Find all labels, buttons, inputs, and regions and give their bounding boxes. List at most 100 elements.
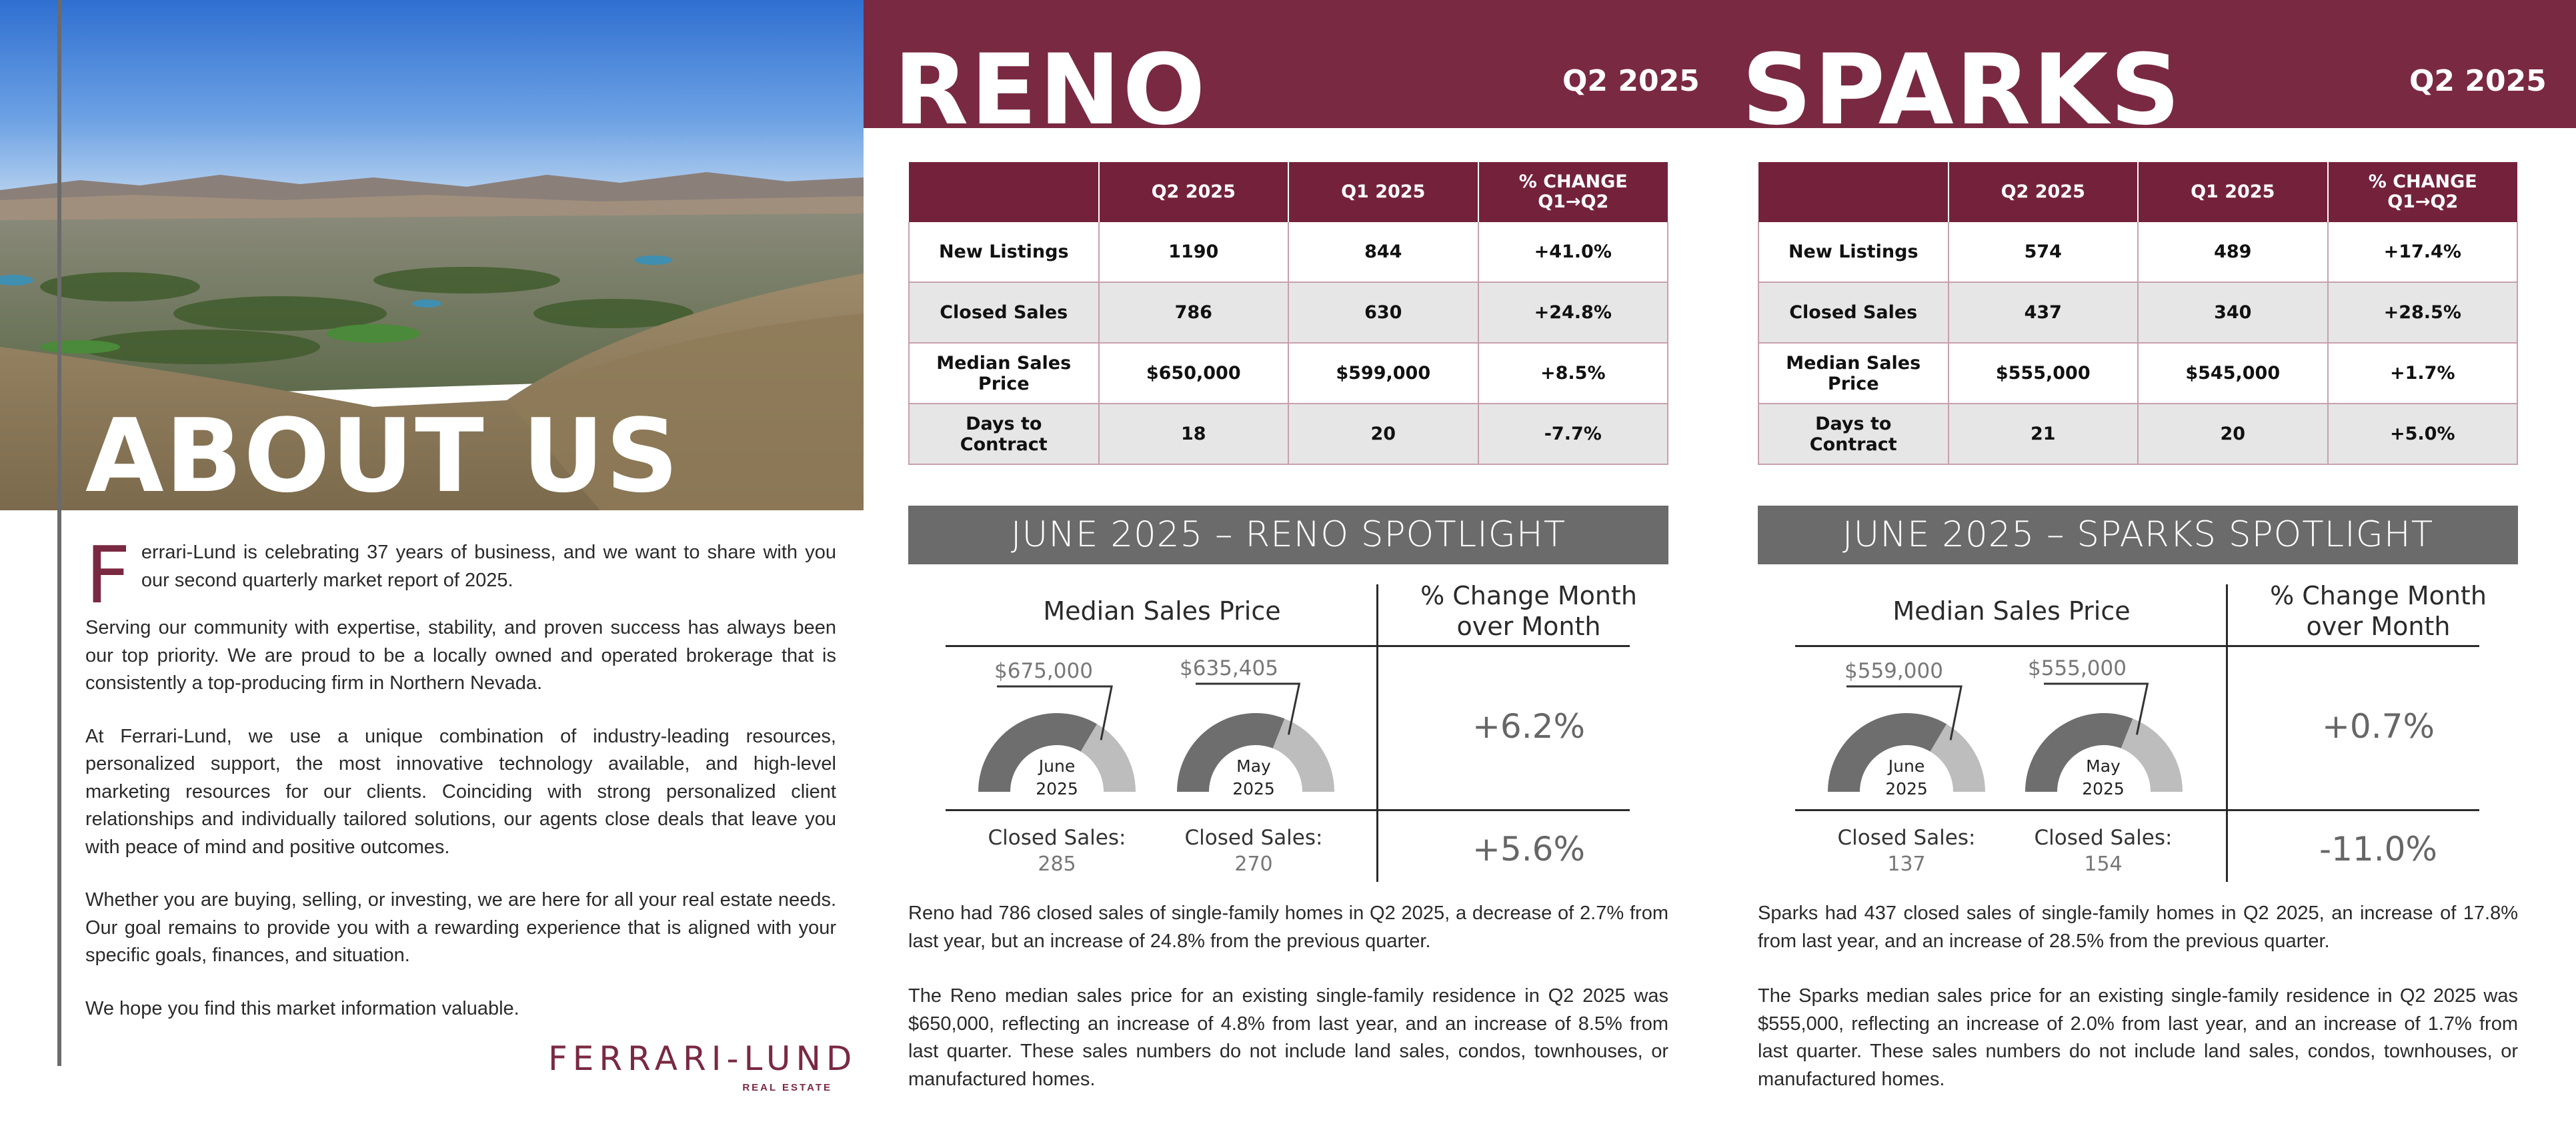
table-header-q1: Q1 2025	[2138, 162, 2329, 222]
row-label: Closed Sales	[908, 282, 1100, 344]
cell-change: +17.4%	[2327, 222, 2518, 283]
gauge-filled-arc	[1828, 713, 1947, 792]
cell-change: +1.7%	[2327, 343, 2518, 404]
row-label: Median Sales Price	[1758, 343, 1949, 404]
reno-gauge-may-label: May 2025	[1232, 756, 1275, 798]
reno-spotlight-vdivider	[1376, 584, 1378, 882]
gauge-filled-arc	[1177, 713, 1285, 792]
table-row: Closed Sales 437 340 +28.5%	[1758, 282, 2518, 344]
about-paragraph-4: Whether you are buying, selling, or inve…	[85, 889, 836, 966]
sparks-median-header: Median Sales Price	[1892, 596, 2131, 626]
table-header-q1: Q1 2025	[1288, 162, 1479, 222]
left-rule-divider	[57, 0, 61, 1066]
cell-change: +28.5%	[2327, 282, 2518, 344]
cell-q2: $650,000	[1098, 343, 1289, 404]
reno-gauge-june	[978, 685, 1136, 792]
sparks-change-header: % Change Month over Month	[2270, 581, 2487, 641]
sparks-gauge-may-label: May 2025	[2082, 756, 2125, 798]
row-label: Days to Contract	[1758, 404, 1949, 465]
cell-change: +24.8%	[1478, 282, 1668, 344]
cell-change: +5.0%	[2327, 404, 2518, 465]
reno-price-change: +6.2%	[1472, 707, 1585, 746]
reno-change-header: % Change Month over Month	[1420, 581, 1637, 641]
table-header-q2: Q2 2025	[1948, 162, 2139, 222]
reno-spotlight-title: JUNE 2025 – RENO SPOTLIGHT	[908, 506, 1668, 564]
logo-wordmark: FERRARI-LUND	[548, 1039, 858, 1078]
gauge-leader-line	[997, 685, 1113, 740]
row-label: Days to Contract	[908, 404, 1100, 465]
table-row: New Listings 574 489 +17.4%	[1758, 222, 2518, 283]
cell-q2: 1190	[1098, 222, 1289, 283]
table-header-change: % CHANGE Q1→Q2	[2327, 162, 2517, 222]
table-row: Median Sales Price $650,000 $599,000 +8.…	[908, 343, 1668, 404]
cell-change: +8.5%	[1478, 343, 1668, 404]
table-row: Days to Contract 18 20 -7.7%	[908, 404, 1668, 465]
sparks-section: Q2 2025 Q1 2025 % CHANGE Q1→Q2 New Listi…	[1758, 162, 2518, 465]
closed-sales-label: Closed Sales:	[1184, 826, 1323, 850]
cell-q1: 20	[2138, 404, 2329, 465]
closed-sales-value: 285	[1038, 853, 1076, 876]
drop-cap: F	[85, 529, 131, 621]
sparks-gauge-may	[2025, 682, 2183, 792]
sparks-price-change: +0.7%	[2322, 707, 2435, 746]
sparks-summary: Sparks had 437 closed sales of single-fa…	[1758, 900, 2518, 1121]
gauge-remaining-arc	[2121, 718, 2183, 792]
cell-q1: $599,000	[1288, 343, 1479, 404]
reno-summary-paragraph-1: Reno had 786 closed sales of single-fami…	[908, 903, 1668, 952]
cell-q1: 20	[1288, 404, 1479, 465]
sparks-quarter: Q2 2025	[2409, 64, 2547, 98]
reno-gauge-june-price: $675,000	[994, 659, 1093, 683]
about-title: ABOUT US	[85, 397, 680, 515]
cell-q2: 18	[1098, 404, 1289, 465]
about-paragraph-3: At Ferrari-Lund, we use a unique combina…	[85, 725, 836, 858]
gauge-leader-line	[2044, 682, 2149, 735]
row-label: Closed Sales	[1758, 282, 1949, 344]
sparks-gauge-june	[1828, 685, 1985, 792]
row-label: Median Sales Price	[908, 343, 1100, 404]
cell-q2: $555,000	[1948, 343, 2139, 404]
row-label: New Listings	[1758, 222, 1949, 283]
gauge-leader-line	[1196, 682, 1301, 735]
gauge-remaining-arc	[1930, 724, 1985, 792]
table-header-change: % CHANGE Q1→Q2	[1478, 162, 1668, 222]
cell-q1: 489	[2138, 222, 2329, 283]
cell-change: +41.0%	[1478, 222, 1668, 283]
sparks-spotlight-hdivider-top	[1795, 645, 2479, 647]
landscape-photo	[0, 0, 864, 510]
closed-sales-value: 270	[1234, 853, 1273, 876]
cell-change: -7.7%	[1478, 404, 1668, 465]
sparks-spotlight-vdivider	[2226, 584, 2228, 882]
sparks-summary-paragraph-1: Sparks had 437 closed sales of single-fa…	[1758, 903, 2518, 952]
gauge-filled-arc	[2025, 713, 2133, 792]
reno-median-header: Median Sales Price	[1043, 596, 1281, 626]
reno-gauge-may-price: $635,405	[1180, 656, 1278, 680]
sparks-spotlight-hdivider-bottom	[1795, 809, 2479, 811]
header-band	[864, 0, 2576, 128]
reno-gauge-may	[1177, 682, 1334, 792]
cell-q2: 21	[1948, 404, 2139, 465]
sparks-summary-paragraph-2: The Sparks median sales price for an exi…	[1758, 985, 2518, 1090]
reno-quarter: Q2 2025	[1562, 64, 1700, 98]
reno-summary-paragraph-2: The Reno median sales price for an exist…	[908, 985, 1668, 1090]
sparks-gauge-june-label: June 2025	[1885, 756, 1928, 798]
sparks-closed-change: -11.0%	[2319, 830, 2437, 869]
gauge-filled-arc	[978, 713, 1098, 792]
table-header-row: Q2 2025 Q1 2025 % CHANGE Q1→Q2	[909, 162, 1668, 222]
ferrari-lund-logo: FERRARI-LUND REAL ESTATE	[548, 1039, 858, 1093]
gauge-leader-line	[1846, 685, 1963, 740]
cell-q1: 844	[1288, 222, 1479, 283]
sparks-closed-june: Closed Sales: 137	[1823, 824, 1990, 878]
reno-closed-june: Closed Sales: 285	[974, 824, 1140, 878]
closed-sales-value: 154	[2084, 853, 2123, 876]
closed-sales-label: Closed Sales:	[2034, 826, 2173, 850]
table-header-blank	[1758, 162, 1949, 222]
table-header-blank	[909, 162, 1100, 222]
table-header-row: Q2 2025 Q1 2025 % CHANGE Q1→Q2	[1758, 162, 2517, 222]
cell-q1: 340	[2138, 282, 2329, 344]
cell-q2: 574	[1948, 222, 2139, 283]
reno-spotlight-hdivider-top	[946, 645, 1630, 647]
sparks-closed-may: Closed Sales: 154	[2020, 824, 2187, 878]
sparks-gauge-may-price: $555,000	[2028, 656, 2127, 680]
